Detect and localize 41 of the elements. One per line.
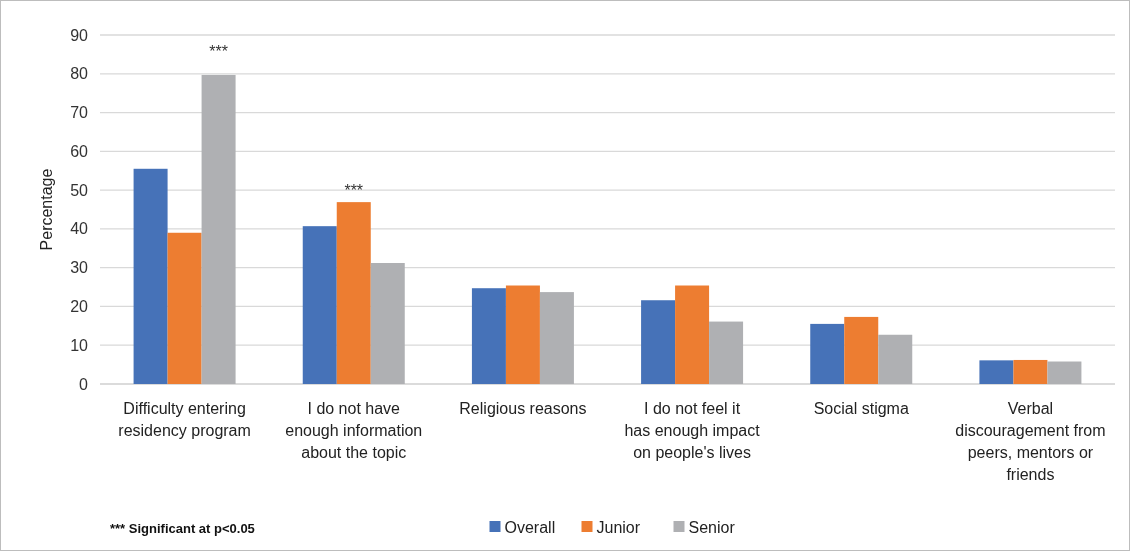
y-tick-label: 90	[70, 26, 89, 44]
y-tick-label: 20	[70, 298, 89, 316]
y-tick-label: 70	[70, 104, 89, 122]
bar	[641, 300, 676, 384]
x-tick-label: Social stigma	[813, 400, 909, 417]
bar	[675, 285, 710, 384]
bar	[539, 292, 574, 384]
y-tick-label: 80	[70, 65, 89, 83]
text: *** Significant at p<0.05	[110, 521, 255, 536]
bar	[133, 168, 168, 384]
x-tick-label: I do not feel it has enough impact on people's lives	[624, 400, 761, 461]
bar	[167, 232, 202, 384]
annotation: ***	[344, 182, 364, 200]
legend-label: Junior	[596, 518, 641, 536]
bar	[336, 202, 371, 384]
bar	[979, 360, 1014, 384]
y-tick-label: 0	[79, 375, 89, 393]
legend-label: Senior	[688, 518, 736, 536]
bar	[709, 321, 744, 384]
bar	[810, 323, 845, 384]
x-tick-label: I do not have enough information about the topic	[285, 400, 423, 461]
bar	[1047, 361, 1082, 384]
y-tick-label: 40	[70, 220, 89, 238]
y-tick-label: 30	[70, 259, 89, 277]
bar	[201, 74, 236, 384]
bar	[471, 288, 506, 384]
x-tick-label: Difficulty entering residency program	[118, 400, 251, 439]
bar	[844, 316, 879, 384]
bar	[505, 285, 540, 384]
y-tick-label: 10	[70, 336, 89, 354]
y-axis-title: Percentage	[38, 168, 55, 251]
bar	[1013, 359, 1048, 384]
x-tick-label: Religious reasons	[459, 400, 587, 417]
legend-label: Overall	[504, 518, 556, 536]
bar	[370, 263, 405, 384]
x-tick-label: Verbal discouragement from peers, mentors or friends	[955, 400, 1106, 483]
annotation: ***	[209, 42, 228, 60]
y-tick-label: 60	[70, 142, 89, 160]
y-tick-label: 50	[70, 181, 89, 199]
bar	[878, 334, 913, 384]
bar	[302, 226, 337, 384]
